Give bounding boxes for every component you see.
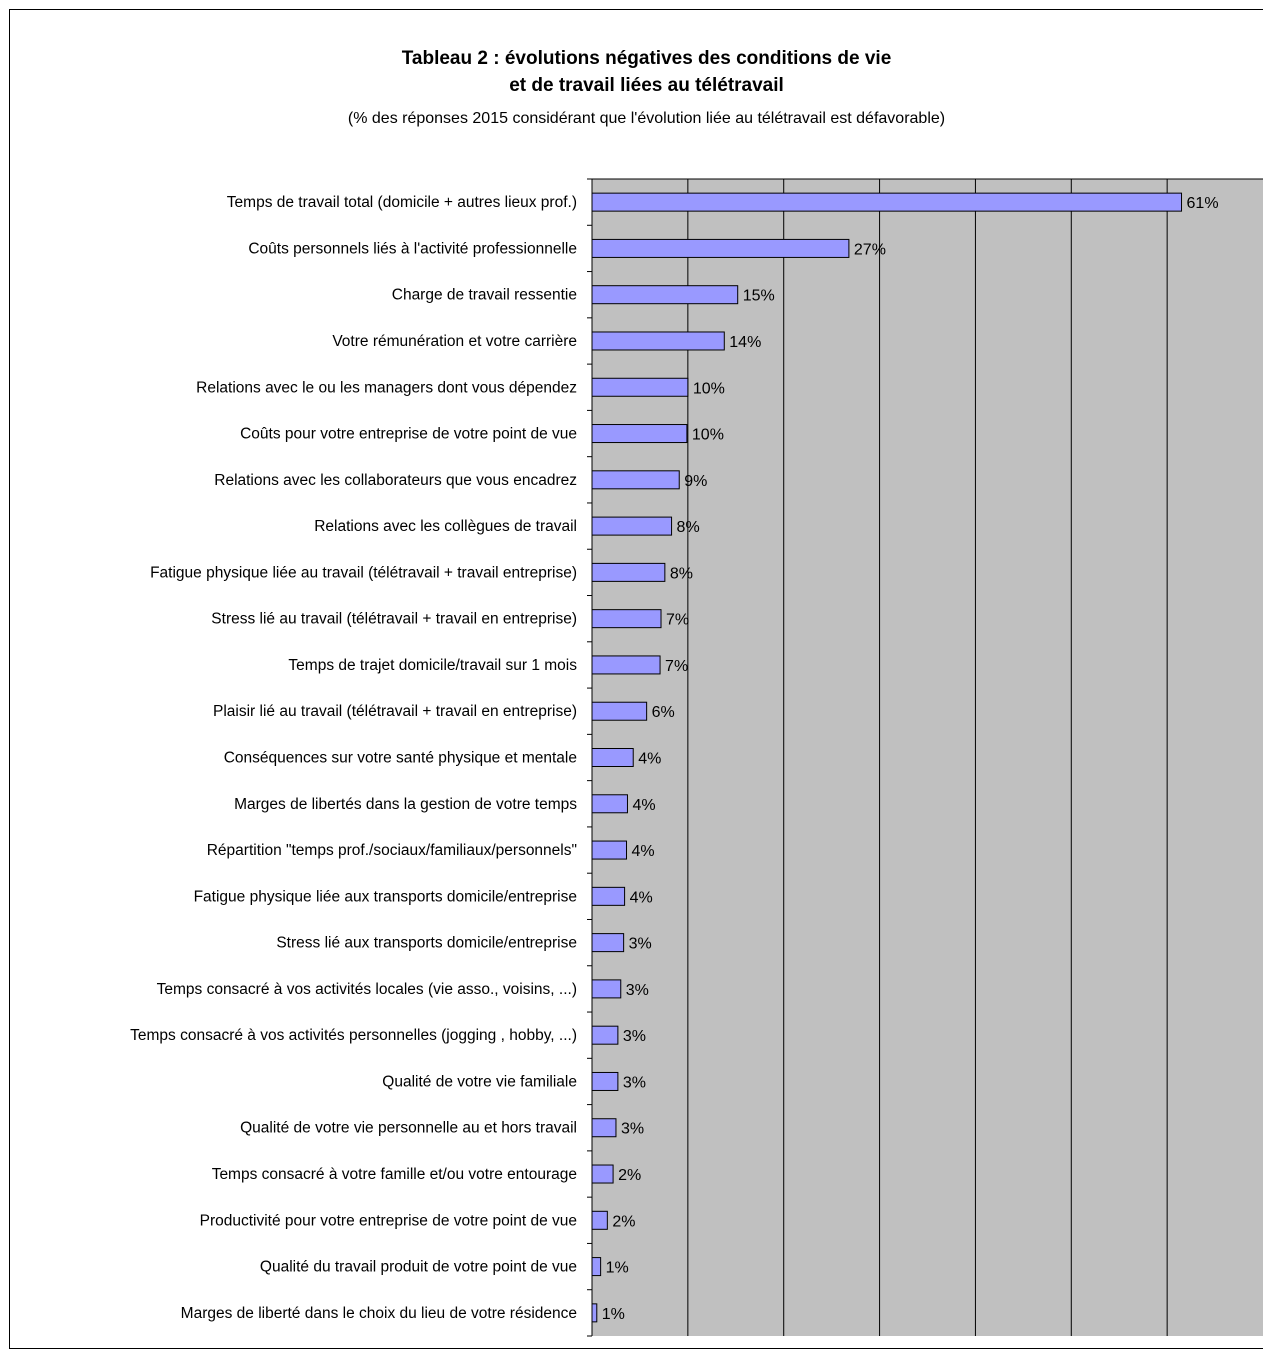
bar [591, 238, 850, 258]
bar [591, 979, 622, 999]
category-label: Relations avec les collaborateurs que vo… [214, 472, 577, 489]
value-label: 2% [618, 1167, 641, 1184]
value-label: 7% [665, 658, 688, 675]
bar [591, 794, 628, 814]
value-label: 4% [632, 843, 655, 860]
category-label: Charge de travail ressentie [392, 287, 577, 304]
chart-subtitle: (% des réponses 2015 considérant que l'é… [347, 110, 946, 127]
category-label: Relations avec le ou les managers dont v… [196, 379, 577, 396]
bar [591, 1071, 619, 1091]
bar [591, 562, 666, 582]
category-label: Qualité du travail produit de votre poin… [260, 1259, 577, 1276]
category-label: Relations avec les collègues de travail [314, 518, 577, 535]
category-label: Productivité pour votre entreprise de vo… [200, 1212, 577, 1229]
category-label: Marges de libertés dans la gestion de vo… [234, 796, 577, 813]
bar [591, 1164, 614, 1184]
value-label: 2% [612, 1213, 635, 1230]
value-label: 9% [684, 473, 707, 490]
category-label: Temps consacré à vos activités personnel… [130, 1027, 577, 1044]
category-label: Coûts personnels liés à l'activité profe… [248, 240, 577, 257]
value-label: 3% [621, 1121, 644, 1138]
value-label: 4% [638, 751, 661, 768]
bar [591, 331, 725, 351]
value-label: 8% [670, 565, 693, 582]
category-label: Coûts pour votre entreprise de votre poi… [240, 426, 577, 443]
bar [591, 840, 628, 860]
category-label: Plaisir lié au travail (télétravail + tr… [213, 703, 577, 720]
bar [591, 933, 625, 953]
value-label: 14% [729, 334, 761, 351]
value-label: 3% [629, 936, 652, 953]
value-label: 8% [677, 519, 700, 536]
category-label: Temps consacré à vos activités locales (… [157, 981, 577, 998]
bar [591, 1118, 617, 1138]
category-label: Temps de travail total (domicile + autre… [227, 194, 577, 211]
value-label: 7% [666, 612, 689, 629]
bar [591, 424, 688, 444]
bar [591, 1210, 608, 1230]
bar [591, 886, 626, 906]
category-label: Fatigue physique liée aux transports dom… [194, 888, 577, 905]
category-label: Stress lié au travail (télétravail + tra… [211, 611, 577, 628]
bar [591, 1303, 598, 1323]
value-label: 15% [743, 288, 775, 305]
bar [591, 609, 662, 629]
category-label: Votre rémunération et votre carrière [332, 333, 577, 350]
category-label: Conséquences sur votre santé physique et… [224, 750, 577, 767]
category-label: Temps consacré à votre famille et/ou vot… [212, 1166, 577, 1183]
bar [591, 377, 689, 397]
category-label: Marges de liberté dans le choix du lieu … [181, 1305, 577, 1322]
category-label: Qualité de votre vie personnelle au et h… [240, 1120, 577, 1137]
value-label: 3% [623, 1028, 646, 1045]
value-label: 1% [602, 1306, 625, 1323]
bar [591, 516, 673, 536]
value-label: 27% [854, 241, 886, 258]
bar [591, 192, 1183, 212]
bar [591, 655, 661, 675]
bar [591, 1025, 619, 1045]
value-label: 10% [693, 380, 725, 397]
value-label: 61% [1187, 195, 1219, 212]
value-label: 10% [692, 427, 724, 444]
category-label: Temps de trajet domicile/travail sur 1 m… [288, 657, 577, 674]
category-label: Stress lié aux transports domicile/entre… [276, 935, 577, 952]
category-label: Qualité de votre vie familiale [382, 1073, 577, 1090]
plot-area [592, 179, 1263, 1336]
bar [591, 470, 680, 490]
bar [591, 701, 648, 721]
bar [591, 748, 634, 767]
chart-title-line-2: et de travail liées au télétravail [509, 75, 784, 96]
category-label: Fatigue physique liée au travail (télétr… [150, 564, 577, 581]
category-label: Répartition "temps prof./sociaux/familia… [207, 842, 577, 859]
value-label: 4% [630, 889, 653, 906]
value-label: 3% [623, 1074, 646, 1091]
value-label: 4% [632, 797, 655, 814]
value-label: 1% [606, 1260, 629, 1277]
chart-title-line-1: Tableau 2 : évolutions négatives des con… [401, 48, 892, 69]
value-label: 3% [626, 982, 649, 999]
bar [591, 1257, 602, 1277]
bar [591, 285, 739, 305]
value-label: 6% [652, 704, 675, 721]
